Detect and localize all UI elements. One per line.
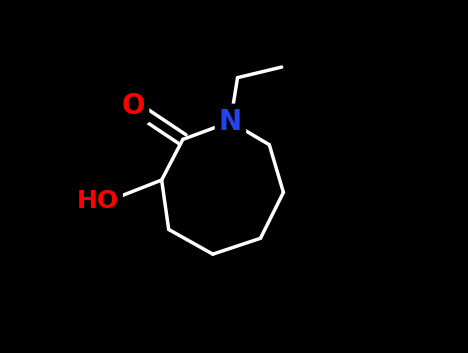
Text: HO: HO (77, 189, 119, 213)
Text: O: O (122, 92, 145, 120)
Text: N: N (219, 108, 242, 136)
